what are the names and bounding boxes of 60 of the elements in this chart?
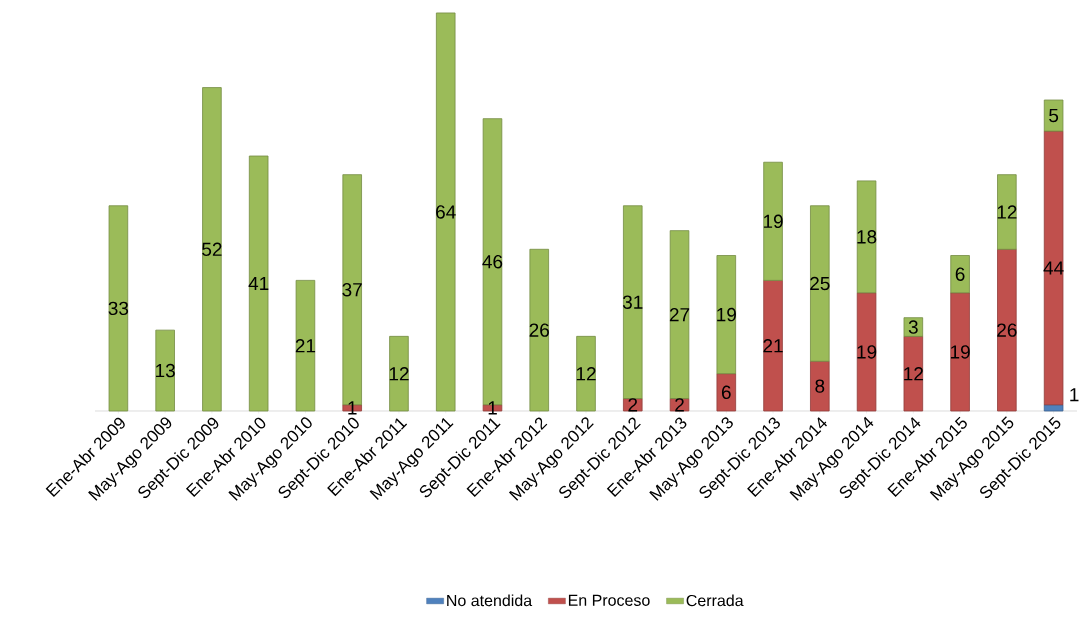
bar: [389, 335, 409, 412]
bar: [295, 279, 316, 412]
data-label: 1: [348, 401, 357, 415]
bar: [108, 205, 129, 412]
bar: [997, 174, 1017, 250]
bar: [1043, 130, 1064, 406]
data-label: 2: [628, 398, 638, 412]
bar: [950, 255, 970, 294]
data-label: 25: [810, 276, 830, 291]
data-label: 12: [997, 205, 1017, 219]
data-label: 1: [1070, 388, 1079, 402]
data-label: 52: [202, 242, 222, 257]
bar: [529, 248, 549, 412]
data-label: 19: [950, 345, 970, 359]
data-label: 64: [436, 205, 456, 219]
bar: [576, 335, 596, 412]
bar: [202, 87, 222, 412]
legend-label: En Proceso: [568, 594, 650, 606]
bar: [763, 161, 783, 281]
data-label: 27: [669, 307, 690, 322]
bar: [1043, 404, 1064, 412]
data-label: 5: [1049, 108, 1059, 123]
bar: [856, 292, 877, 412]
data-label: 33: [108, 301, 129, 316]
bar: [716, 373, 737, 412]
data-label: 1: [488, 401, 497, 415]
data-label: 37: [342, 282, 362, 297]
data-label: 19: [763, 214, 783, 229]
bar: [1043, 99, 1064, 132]
bar: [716, 255, 737, 375]
data-label: 12: [576, 367, 596, 381]
data-label: 13: [156, 363, 175, 378]
bar: [435, 12, 456, 412]
data-label: 6: [955, 267, 965, 281]
bar: [856, 180, 877, 294]
data-label: 18: [857, 230, 877, 244]
bar: [623, 205, 643, 399]
data-label: 3: [908, 320, 918, 334]
bar: [997, 248, 1017, 412]
data-label: 12: [389, 367, 409, 381]
data-label: 31: [622, 295, 643, 309]
bar: [248, 155, 269, 412]
data-label: 6: [721, 385, 731, 400]
data-label: 19: [717, 307, 736, 322]
data-label: 21: [763, 339, 783, 353]
bar: [903, 317, 924, 337]
legend-label: Cerrada: [686, 594, 744, 607]
bar: [950, 292, 970, 412]
bar: [810, 360, 830, 412]
bar: [669, 230, 690, 399]
bar: [903, 335, 924, 412]
data-label: 12: [904, 367, 923, 381]
legend-label: No atendida: [447, 594, 533, 607]
data-label: 26: [997, 323, 1017, 337]
bar: [763, 279, 783, 412]
data-label: 8: [815, 379, 825, 393]
data-label: 2: [675, 398, 684, 412]
bar: [155, 329, 175, 412]
bar: [810, 205, 830, 362]
data-label: 26: [529, 323, 549, 337]
